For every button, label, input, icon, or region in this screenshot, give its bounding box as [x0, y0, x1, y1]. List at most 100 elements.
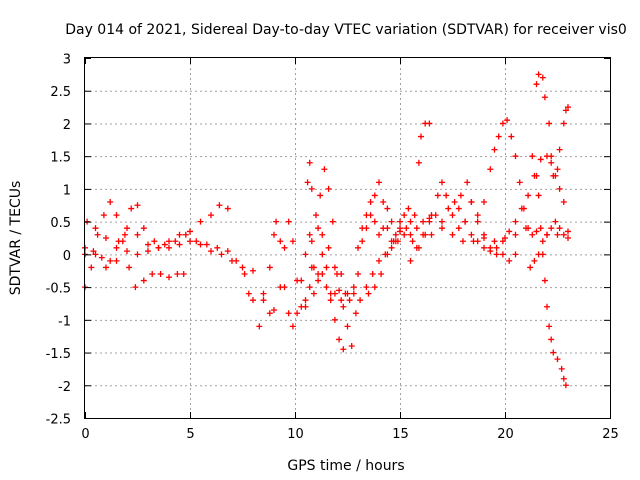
data-point — [346, 297, 353, 304]
data-point — [245, 290, 252, 297]
data-point — [161, 241, 168, 248]
data-point — [544, 231, 550, 238]
grid — [85, 58, 610, 418]
data-point — [376, 179, 382, 186]
data-point — [371, 218, 378, 225]
data-point — [508, 133, 515, 140]
series-arc-6 — [260, 218, 359, 349]
data-point — [554, 166, 561, 173]
data-point — [94, 231, 101, 238]
data-point — [443, 192, 450, 199]
data-point — [407, 231, 414, 238]
data-point — [132, 284, 139, 291]
data-point — [548, 336, 555, 343]
data-point — [216, 202, 223, 209]
data-point — [401, 212, 408, 219]
y-tick-label: -2.5 — [46, 413, 71, 428]
data-point — [380, 199, 387, 205]
data-point — [224, 205, 231, 212]
data-point — [145, 241, 151, 248]
data-point — [525, 192, 532, 199]
data-point — [554, 356, 561, 363]
data-point — [548, 159, 555, 166]
data-point — [560, 199, 567, 205]
data-point — [376, 257, 382, 264]
data-point — [166, 274, 172, 281]
data-point — [302, 303, 309, 310]
data-point — [449, 231, 456, 238]
data-point — [397, 218, 403, 225]
series-arc-14 — [527, 218, 571, 271]
data-point — [98, 254, 105, 261]
data-point — [420, 231, 427, 238]
data-point — [336, 287, 343, 294]
data-point — [113, 212, 120, 219]
data-point — [481, 244, 487, 251]
data-point — [506, 257, 513, 264]
data-point — [103, 235, 109, 241]
data-point — [180, 271, 187, 277]
y-tick-label: 1 — [63, 183, 71, 198]
data-point — [401, 231, 408, 238]
data-point — [481, 199, 487, 205]
data-point — [546, 120, 553, 127]
data-point — [155, 244, 162, 251]
data-point — [554, 231, 561, 238]
data-point — [384, 205, 391, 212]
data-point — [92, 225, 99, 232]
data-point — [277, 284, 284, 291]
y-tick-label: 1.5 — [50, 151, 71, 166]
data-point — [315, 277, 322, 284]
data-point — [107, 199, 114, 205]
data-point — [537, 156, 544, 163]
data-point — [491, 238, 498, 245]
data-point — [516, 179, 523, 186]
data-point — [241, 271, 248, 277]
data-point — [134, 231, 141, 238]
data-point — [134, 202, 141, 209]
data-point — [90, 248, 97, 255]
data-point — [323, 284, 330, 291]
data-point — [487, 166, 494, 173]
data-point — [193, 238, 200, 245]
data-point — [306, 159, 313, 166]
series-arc-5 — [256, 218, 347, 353]
data-point — [449, 212, 456, 219]
data-point — [115, 238, 122, 245]
data-point — [359, 238, 366, 245]
data-point — [294, 310, 301, 317]
data-point — [562, 107, 569, 114]
data-point — [107, 257, 114, 264]
data-point — [392, 231, 399, 238]
data-point — [331, 316, 338, 323]
data-point — [319, 251, 326, 258]
data-point — [319, 231, 326, 238]
data-point — [474, 212, 481, 219]
data-point — [388, 218, 395, 225]
data-point — [344, 323, 351, 330]
data-point — [418, 133, 424, 140]
data-point — [533, 172, 540, 179]
data-point — [409, 238, 416, 245]
data-point — [462, 218, 469, 225]
data-point — [533, 81, 540, 88]
data-point — [413, 225, 420, 232]
series-arc-3 — [82, 202, 256, 304]
data-point — [384, 251, 391, 258]
data-point — [344, 290, 351, 297]
series-arc-2 — [84, 202, 231, 258]
data-point — [363, 284, 370, 291]
data-point — [113, 244, 120, 251]
data-point — [560, 120, 567, 127]
data-point — [134, 251, 141, 258]
data-point — [208, 212, 214, 219]
data-point — [208, 248, 214, 255]
data-point — [151, 238, 158, 245]
series-arc-9 — [355, 120, 433, 251]
data-point — [378, 271, 385, 277]
data-point — [239, 264, 246, 271]
data-point — [474, 238, 481, 245]
data-point — [558, 365, 565, 372]
data-point — [487, 248, 494, 255]
x-tick-label: 25 — [602, 427, 619, 442]
